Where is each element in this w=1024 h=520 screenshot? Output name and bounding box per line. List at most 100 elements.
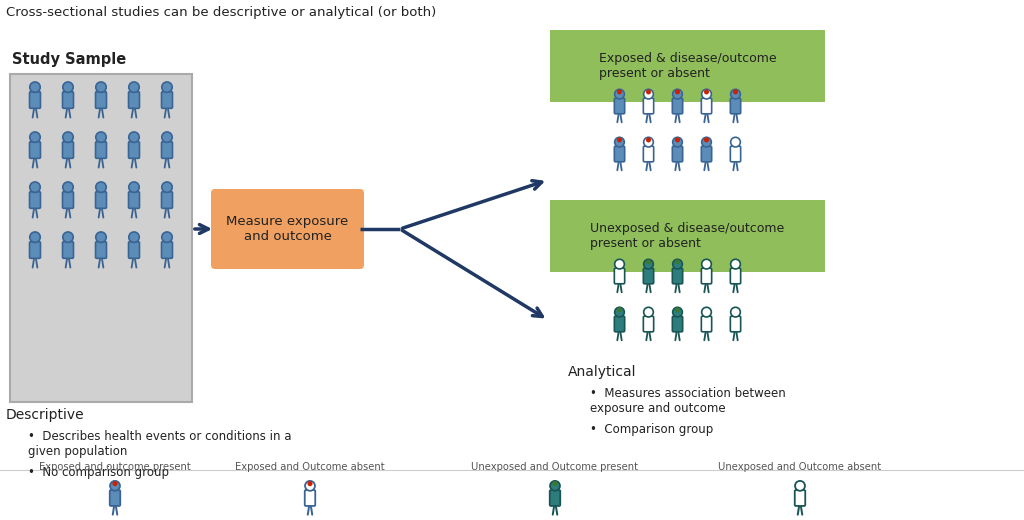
- Circle shape: [30, 232, 40, 242]
- Circle shape: [644, 137, 653, 147]
- Circle shape: [673, 89, 682, 99]
- FancyBboxPatch shape: [95, 242, 106, 258]
- Circle shape: [644, 259, 653, 269]
- FancyBboxPatch shape: [643, 316, 653, 332]
- Text: Unexposed and Outcome present: Unexposed and Outcome present: [471, 462, 639, 472]
- Text: Analytical: Analytical: [568, 365, 637, 379]
- Circle shape: [614, 307, 625, 317]
- FancyBboxPatch shape: [30, 192, 41, 209]
- FancyBboxPatch shape: [211, 189, 364, 269]
- Text: •  Measures association between
exposure and outcome: • Measures association between exposure …: [590, 387, 785, 415]
- FancyBboxPatch shape: [643, 268, 653, 284]
- Circle shape: [552, 481, 558, 486]
- Circle shape: [96, 132, 106, 142]
- Circle shape: [162, 82, 172, 93]
- Circle shape: [675, 89, 680, 95]
- Text: Unexposed and Outcome absent: Unexposed and Outcome absent: [719, 462, 882, 472]
- Circle shape: [162, 132, 172, 142]
- FancyBboxPatch shape: [550, 200, 825, 272]
- FancyBboxPatch shape: [129, 92, 139, 108]
- Circle shape: [701, 137, 712, 147]
- Circle shape: [62, 182, 74, 192]
- Circle shape: [701, 259, 712, 269]
- Circle shape: [673, 307, 682, 317]
- FancyBboxPatch shape: [614, 98, 625, 114]
- Circle shape: [646, 137, 651, 142]
- FancyBboxPatch shape: [95, 192, 106, 209]
- FancyBboxPatch shape: [10, 74, 193, 402]
- Circle shape: [162, 232, 172, 242]
- FancyBboxPatch shape: [62, 242, 74, 258]
- Circle shape: [307, 481, 312, 486]
- Circle shape: [614, 137, 625, 147]
- Text: •  No comparison group: • No comparison group: [28, 466, 169, 479]
- Circle shape: [617, 89, 622, 95]
- Circle shape: [30, 132, 40, 142]
- Circle shape: [617, 137, 622, 142]
- FancyBboxPatch shape: [795, 490, 805, 506]
- FancyBboxPatch shape: [62, 141, 74, 158]
- FancyBboxPatch shape: [129, 242, 139, 258]
- FancyBboxPatch shape: [701, 268, 712, 284]
- FancyBboxPatch shape: [110, 490, 120, 506]
- Circle shape: [110, 481, 120, 491]
- FancyBboxPatch shape: [62, 192, 74, 209]
- FancyBboxPatch shape: [701, 98, 712, 114]
- Circle shape: [733, 89, 738, 95]
- Circle shape: [113, 481, 118, 486]
- FancyBboxPatch shape: [30, 92, 41, 108]
- Circle shape: [701, 89, 712, 99]
- Circle shape: [731, 89, 740, 99]
- Circle shape: [701, 307, 712, 317]
- FancyBboxPatch shape: [550, 490, 560, 506]
- FancyBboxPatch shape: [162, 242, 172, 258]
- Circle shape: [675, 259, 680, 265]
- FancyBboxPatch shape: [162, 92, 172, 108]
- FancyBboxPatch shape: [95, 141, 106, 158]
- Circle shape: [731, 307, 740, 317]
- FancyBboxPatch shape: [305, 490, 315, 506]
- Text: Study Sample: Study Sample: [12, 52, 126, 67]
- FancyBboxPatch shape: [129, 141, 139, 158]
- Circle shape: [673, 259, 682, 269]
- Text: Descriptive: Descriptive: [6, 408, 85, 422]
- Circle shape: [305, 481, 315, 491]
- Circle shape: [614, 89, 625, 99]
- FancyBboxPatch shape: [730, 98, 740, 114]
- Text: Measure exposure
and outcome: Measure exposure and outcome: [226, 215, 348, 243]
- FancyBboxPatch shape: [701, 146, 712, 162]
- FancyBboxPatch shape: [62, 92, 74, 108]
- Circle shape: [129, 182, 139, 192]
- Circle shape: [129, 132, 139, 142]
- Circle shape: [96, 82, 106, 93]
- Circle shape: [673, 137, 682, 147]
- Circle shape: [96, 232, 106, 242]
- FancyBboxPatch shape: [162, 192, 172, 209]
- Circle shape: [703, 137, 709, 142]
- Text: Unexposed & disease/outcome
present or absent: Unexposed & disease/outcome present or a…: [591, 222, 784, 250]
- Circle shape: [614, 259, 625, 269]
- FancyBboxPatch shape: [673, 268, 683, 284]
- Circle shape: [644, 307, 653, 317]
- Circle shape: [550, 481, 560, 491]
- FancyBboxPatch shape: [673, 316, 683, 332]
- FancyBboxPatch shape: [30, 141, 41, 158]
- FancyBboxPatch shape: [730, 316, 740, 332]
- FancyBboxPatch shape: [614, 316, 625, 332]
- FancyBboxPatch shape: [673, 146, 683, 162]
- Circle shape: [62, 82, 74, 93]
- FancyBboxPatch shape: [129, 192, 139, 209]
- Circle shape: [30, 182, 40, 192]
- FancyBboxPatch shape: [162, 141, 172, 158]
- Circle shape: [675, 137, 680, 142]
- Circle shape: [129, 232, 139, 242]
- FancyBboxPatch shape: [614, 146, 625, 162]
- Circle shape: [675, 307, 680, 313]
- Circle shape: [795, 481, 805, 491]
- Circle shape: [617, 307, 622, 313]
- Text: Exposed and outcome present: Exposed and outcome present: [39, 462, 190, 472]
- Text: Exposed and Outcome absent: Exposed and Outcome absent: [236, 462, 385, 472]
- FancyBboxPatch shape: [30, 242, 41, 258]
- FancyBboxPatch shape: [95, 92, 106, 108]
- FancyBboxPatch shape: [614, 268, 625, 284]
